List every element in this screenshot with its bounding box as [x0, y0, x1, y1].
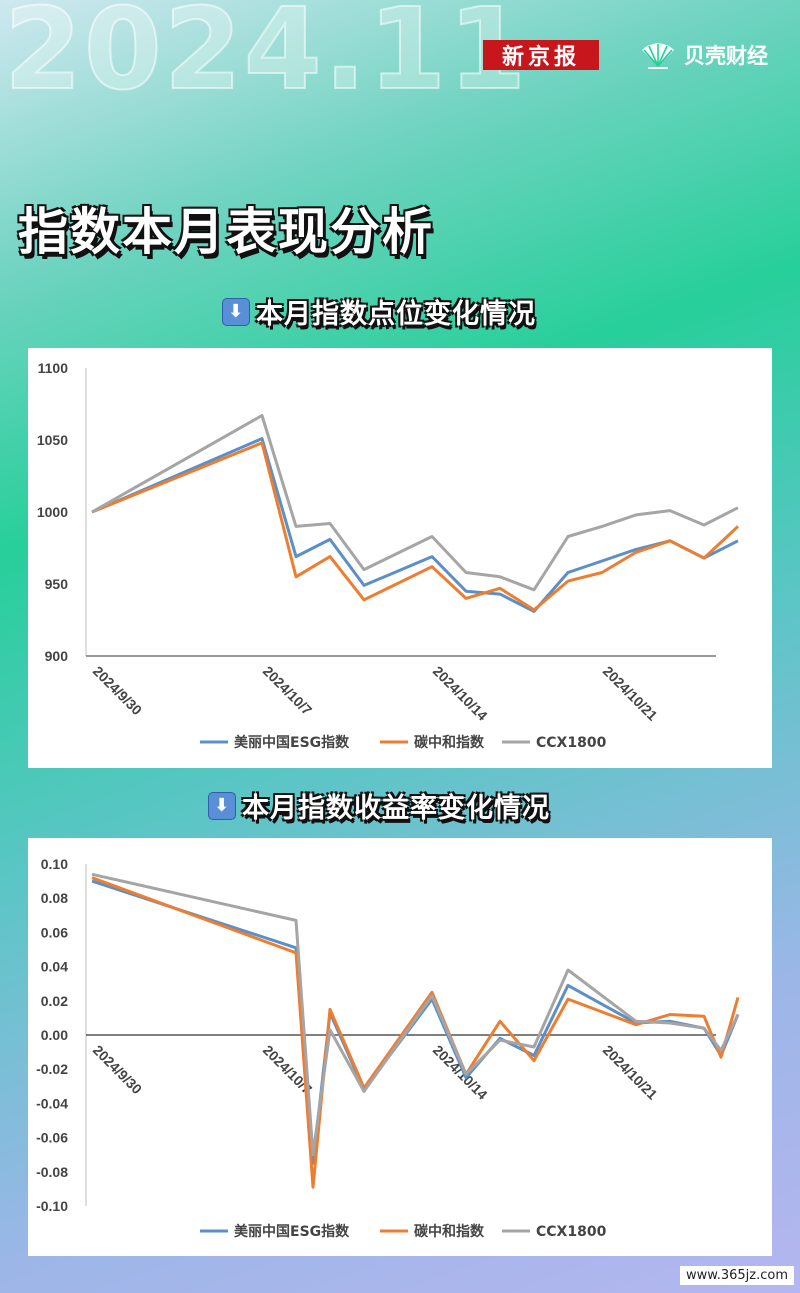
- y-tick-label: -0.10: [36, 1198, 68, 1214]
- y-tick-label: 1100: [38, 360, 69, 376]
- x-tick-label: 2024/10/7: [260, 663, 316, 719]
- x-tick-label: 2024/9/30: [90, 663, 146, 719]
- down-arrow-icon: ⬇: [208, 791, 236, 820]
- page-title: 指数本月表现分析: [18, 203, 434, 261]
- brand-logo-beike: 贝壳财经: [638, 38, 768, 72]
- y-tick-label: -0.04: [36, 1095, 68, 1111]
- x-tick-label: 2024/10/21: [600, 1042, 661, 1103]
- y-tick-label: 0.06: [41, 924, 68, 940]
- legend-label: CCX1800: [536, 735, 607, 751]
- legend-label: 碳中和指数: [414, 1223, 485, 1240]
- x-tick-label: 2024/9/30: [90, 1042, 146, 1098]
- section-title-returns: ⬇ 本月指数收益率变化情况: [208, 786, 550, 825]
- x-tick-label: 2024/10/14: [430, 663, 491, 724]
- y-tick-label: -0.02: [36, 1061, 68, 1077]
- x-tick-label: 2024/10/21: [600, 663, 661, 724]
- legend-label: 碳中和指数: [414, 734, 485, 751]
- y-tick-label: -0.06: [36, 1130, 68, 1146]
- watermark: www.365jz.com: [680, 1266, 794, 1285]
- chart-points: 1100 1050 1000 950 900 2024/9/30 2024/10/7 2024…: [37, 360, 740, 751]
- background-year: 2024.11: [3, 0, 529, 115]
- y-tick-label: 0.08: [41, 890, 68, 906]
- y-tick-label: 0.00: [41, 1027, 68, 1043]
- y-tick-label: 0.10: [41, 856, 68, 872]
- y-tick-label: 0.02: [41, 993, 68, 1009]
- y-tick-label: 900: [45, 648, 69, 664]
- brand-logo-xinjingbao: 新京报: [483, 40, 599, 70]
- y-tick-label: -0.08: [36, 1164, 68, 1180]
- series-line-ccx1800: [91, 872, 740, 1157]
- legend-label: 美丽中国ESG指数: [234, 1223, 350, 1240]
- legend-label: 美丽中国ESG指数: [234, 734, 350, 751]
- y-tick-label: 1000: [37, 504, 68, 520]
- section-title-returns-label: 本月指数收益率变化情况: [242, 793, 550, 824]
- series-line-esg: [91, 437, 739, 613]
- series-line-ccx1800: [91, 414, 739, 592]
- chart-points-panel: 1100 1050 1000 950 900 2024/9/30 2024/10/7 2024…: [28, 348, 772, 768]
- down-arrow-icon: ⬇: [222, 297, 250, 326]
- brand-beike-label: 贝壳财经: [684, 44, 768, 68]
- y-tick-label: 0.04: [41, 959, 68, 975]
- series-line-carbon: [91, 441, 740, 612]
- section-title-points-label: 本月指数点位变化情况: [256, 299, 536, 330]
- chart-returns-panel: 0.10 0.08 0.06 0.04 0.02 0.00 -0.02 -0.04 -0.06 -…: [28, 838, 772, 1256]
- legend-label: CCX1800: [536, 1224, 607, 1240]
- y-tick-label: 950: [45, 576, 69, 592]
- chart-returns: 0.10 0.08 0.06 0.04 0.02 0.00 -0.02 -0.04 -0.06 -…: [36, 856, 740, 1240]
- series-line-carbon: [91, 876, 740, 1189]
- section-title-points: ⬇ 本月指数点位变化情况: [222, 292, 536, 331]
- shell-icon: [642, 43, 674, 69]
- y-tick-label: 1050: [37, 432, 68, 448]
